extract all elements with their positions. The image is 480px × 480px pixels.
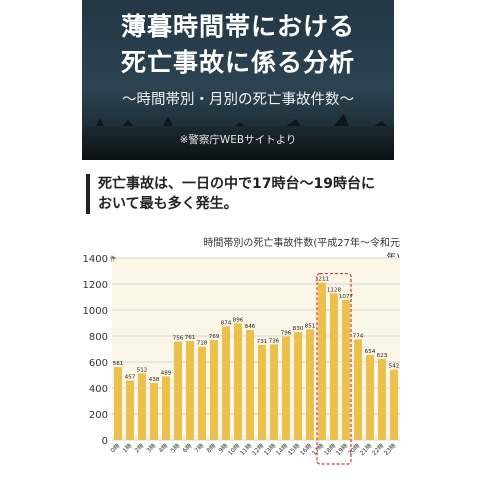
x-tick-label: 12時 xyxy=(250,442,265,457)
bar xyxy=(234,323,242,440)
x-tick-label: 0時 xyxy=(109,442,122,455)
x-tick-label: 14時 xyxy=(274,442,289,457)
data-label: 731 xyxy=(257,339,268,345)
page-title-line2: 死亡事故に係る分析 xyxy=(120,48,355,77)
bar xyxy=(330,293,338,440)
y-tick-label: 400 xyxy=(89,384,108,395)
bar xyxy=(342,299,350,440)
y-tick-label: 800 xyxy=(89,332,108,343)
data-label: 796 xyxy=(281,331,292,337)
x-tick-label: 18時 xyxy=(322,442,337,457)
x-tick-label: 19時 xyxy=(334,442,349,457)
bar xyxy=(258,344,266,440)
page-title-line1: 薄暮時間帯における xyxy=(120,12,355,41)
data-label: 846 xyxy=(245,324,256,330)
x-tick-label: 4時 xyxy=(157,442,170,455)
data-label: 774 xyxy=(353,333,364,339)
source-note: ※警察庁WEBサイトより xyxy=(179,134,297,146)
y-tick-label: 0 xyxy=(102,436,108,447)
page-subtitle: ～時間帯別・月別の死亡事故件数～ xyxy=(122,92,354,108)
highlight-box xyxy=(316,272,352,465)
bar xyxy=(270,344,278,440)
x-tick-label: 16時 xyxy=(298,442,313,457)
data-label: 769 xyxy=(209,334,220,340)
data-label: 489 xyxy=(161,370,172,376)
bar xyxy=(294,332,302,440)
data-label: 1211 xyxy=(315,277,330,283)
data-label: 654 xyxy=(365,349,376,355)
data-label: 874 xyxy=(221,320,232,326)
x-tick-label: 20時 xyxy=(346,442,361,457)
header-banner: 薄暮時間帯における 死亡事故に係る分析 ～時間帯別・月別の死亡事故件数～ ※警察… xyxy=(82,0,394,160)
data-label: 542 xyxy=(389,364,400,370)
x-tick-label: 3時 xyxy=(145,442,158,455)
data-label: 1077 xyxy=(339,294,354,300)
data-label: 736 xyxy=(269,338,280,344)
bar xyxy=(366,354,374,440)
x-tick-label: 15時 xyxy=(286,442,301,457)
data-label: 756 xyxy=(173,336,184,342)
bar xyxy=(318,282,326,440)
bar xyxy=(150,383,158,440)
x-tick-label: 10時 xyxy=(226,442,241,457)
bar xyxy=(114,367,122,440)
x-tick-label: 5時 xyxy=(169,442,182,455)
data-label: 457 xyxy=(125,375,136,381)
x-tick-label: 17時 xyxy=(310,442,325,457)
x-tick-label: 22時 xyxy=(370,442,385,457)
x-tick-label: 13時 xyxy=(262,442,277,457)
y-tick-label: 200 xyxy=(89,410,108,421)
x-tick-label: 6時 xyxy=(181,442,194,455)
data-label: 896 xyxy=(233,318,244,324)
x-tick-label: 7時 xyxy=(193,442,206,455)
bar xyxy=(390,369,398,440)
bar xyxy=(174,341,182,440)
x-tick-label: 11時 xyxy=(238,442,253,457)
headline-line2: おいて最も多く発生。 xyxy=(98,196,238,212)
y-unit-label: 件 xyxy=(110,255,116,263)
data-label: 1128 xyxy=(327,287,342,293)
x-tick-label: 21時 xyxy=(358,442,373,457)
x-tick-label: 23時 xyxy=(382,442,397,457)
x-tick-label: 8時 xyxy=(205,442,218,455)
bar xyxy=(210,340,218,440)
bar-chart: 0 200 400 600 800 1000 1200 1400 件 561 0時 457 1時 512 2… xyxy=(83,254,400,465)
data-label: 623 xyxy=(377,353,388,359)
x-tick-label: 1時 xyxy=(121,442,134,455)
bar xyxy=(378,359,386,440)
ground xyxy=(82,126,394,160)
data-label: 851 xyxy=(305,323,316,329)
bar xyxy=(162,376,170,440)
y-tick-label: 1400 xyxy=(83,254,108,265)
bar xyxy=(306,329,314,440)
data-label: 512 xyxy=(137,367,148,373)
headline: 死亡事故は、一日の中で17時台～19時台に おいて最も多く発生。 xyxy=(86,174,418,214)
data-label: 438 xyxy=(149,377,160,383)
bar xyxy=(186,341,194,440)
bar xyxy=(198,346,206,440)
bar xyxy=(246,330,254,440)
bar xyxy=(354,339,362,440)
bar xyxy=(282,336,290,440)
bar xyxy=(138,373,146,440)
bar xyxy=(222,326,230,440)
headline-line1: 死亡事故は、一日の中で17時台～19時台に xyxy=(98,176,375,192)
data-label: 718 xyxy=(197,341,208,347)
bar xyxy=(126,380,134,440)
x-tick-label: 2時 xyxy=(133,442,146,455)
data-label: 561 xyxy=(113,361,124,367)
data-label: 830 xyxy=(293,326,304,332)
data-label: 761 xyxy=(185,335,196,341)
plot-background xyxy=(112,258,400,440)
y-tick-label: 1200 xyxy=(83,280,108,291)
y-tick-label: 1000 xyxy=(83,306,108,317)
y-tick-label: 600 xyxy=(89,358,108,369)
